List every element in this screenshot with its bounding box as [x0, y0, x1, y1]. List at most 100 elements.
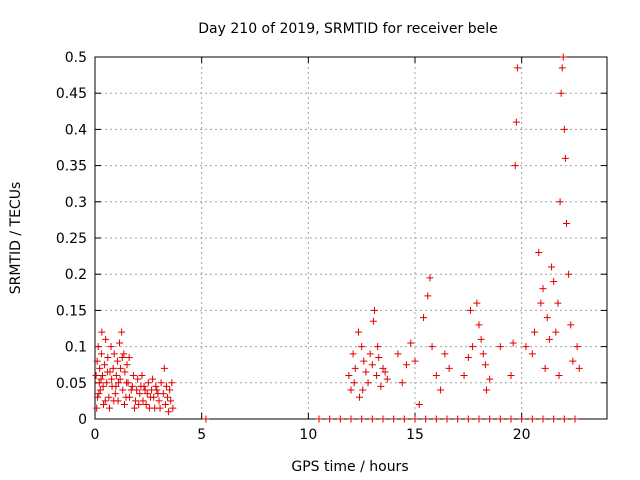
data-point — [359, 386, 367, 394]
data-point — [104, 353, 112, 361]
data-point — [522, 343, 530, 351]
data-point — [121, 368, 129, 376]
data-point — [464, 353, 472, 361]
data-point — [466, 306, 474, 314]
data-point — [98, 372, 106, 380]
data-point — [512, 118, 520, 126]
data-point — [354, 328, 362, 336]
data-point — [560, 125, 568, 133]
data-point — [369, 317, 377, 325]
y-tick-label: 0 — [78, 412, 87, 428]
data-point — [565, 270, 573, 278]
data-point — [99, 382, 107, 390]
data-point — [107, 343, 115, 351]
data-point — [120, 401, 128, 409]
data-point — [336, 415, 344, 423]
data-point — [97, 350, 105, 358]
data-point — [482, 386, 490, 394]
data-point — [117, 364, 125, 372]
data-point — [132, 397, 140, 405]
data-point — [368, 361, 376, 369]
data-point — [96, 386, 104, 394]
data-point — [557, 89, 565, 97]
data-point — [555, 372, 563, 380]
data-point — [154, 390, 162, 398]
data-point — [561, 154, 569, 162]
data-point — [469, 343, 477, 351]
data-point — [496, 343, 504, 351]
data-point — [143, 390, 151, 398]
data-point — [432, 415, 440, 423]
data-point — [552, 328, 560, 336]
data-point — [123, 379, 131, 387]
data-point — [116, 375, 124, 383]
data-point — [95, 390, 103, 398]
data-point — [92, 372, 100, 380]
data-point — [351, 364, 359, 372]
data-point — [134, 375, 142, 383]
data-point — [164, 393, 172, 401]
data-point — [528, 415, 536, 423]
data-point — [477, 335, 485, 343]
data-point — [571, 415, 579, 423]
x-axis-label: GPS time / hours — [291, 459, 408, 475]
data-point — [373, 372, 381, 380]
data-point — [98, 328, 106, 336]
data-point — [394, 350, 402, 358]
data-point — [108, 375, 116, 383]
data-point — [96, 364, 104, 372]
data-point — [402, 361, 410, 369]
data-point — [368, 415, 376, 423]
data-point — [364, 379, 372, 387]
data-point — [137, 382, 145, 390]
data-point — [558, 64, 566, 72]
x-axis-tick-labels: 0 5 10 15 20 — [91, 427, 531, 443]
data-point — [441, 350, 449, 358]
data-point — [162, 382, 170, 390]
data-point — [513, 64, 521, 72]
x-tick-label: 5 — [197, 427, 206, 443]
data-point — [464, 415, 472, 423]
data-point — [116, 339, 124, 347]
data-point — [114, 379, 122, 387]
data-point — [374, 343, 382, 351]
data-point — [479, 350, 487, 358]
y-tick-label: 0.5 — [65, 50, 87, 66]
data-point — [556, 198, 564, 206]
data-point — [93, 357, 101, 365]
data-point — [141, 386, 149, 394]
data-point — [486, 415, 494, 423]
y-tick-label: 0.4 — [65, 122, 87, 138]
y-tick-label: 0.05 — [56, 376, 87, 392]
data-point — [129, 372, 137, 380]
data-point — [443, 415, 451, 423]
data-point — [95, 379, 103, 387]
data-point — [398, 379, 406, 387]
data-point — [559, 53, 567, 61]
y-tick-label: 0.35 — [56, 159, 87, 175]
data-point — [381, 368, 389, 376]
data-point — [426, 274, 434, 282]
data-point — [126, 393, 134, 401]
data-point — [473, 299, 481, 307]
data-point — [445, 364, 453, 372]
data-point — [350, 379, 358, 387]
data-point — [545, 335, 553, 343]
data-point — [481, 361, 489, 369]
data-point — [347, 415, 355, 423]
data-point — [155, 397, 163, 405]
data-point — [400, 415, 408, 423]
data-point — [347, 386, 355, 394]
data-point — [362, 368, 370, 376]
x-tick-label: 0 — [91, 427, 100, 443]
data-point — [411, 357, 419, 365]
y-tick-label: 0.2 — [65, 267, 87, 283]
data-point — [144, 379, 152, 387]
data-point — [379, 364, 387, 372]
data-point — [345, 372, 353, 380]
data-point — [130, 404, 138, 412]
data-point — [128, 382, 136, 390]
data-point — [390, 415, 398, 423]
data-point — [166, 386, 174, 394]
data-point — [106, 404, 114, 412]
